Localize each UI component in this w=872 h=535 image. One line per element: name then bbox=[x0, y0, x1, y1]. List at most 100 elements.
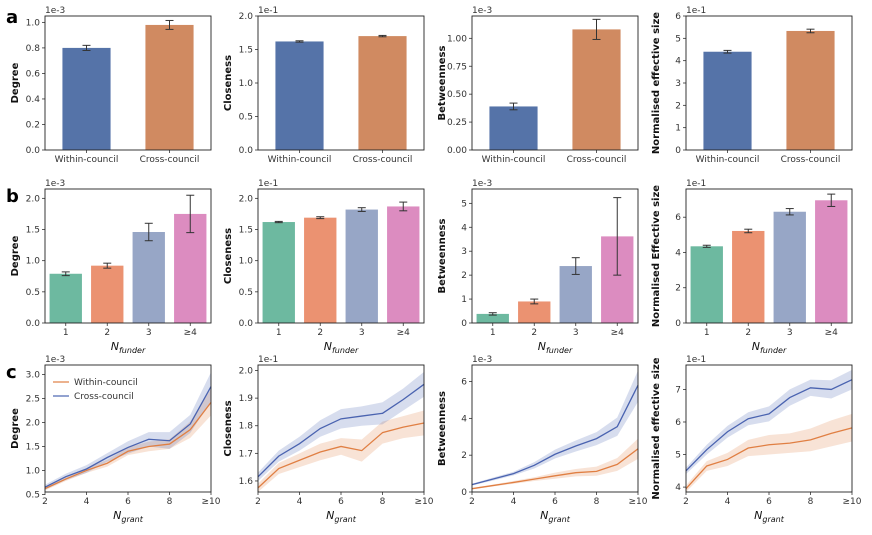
y-tick-label: 4 bbox=[675, 57, 681, 67]
x-tick-label: 3 bbox=[359, 328, 365, 338]
x-tick-label: Within-council bbox=[696, 155, 760, 165]
series-line bbox=[257, 383, 425, 478]
y-tick-label: 0.4 bbox=[26, 95, 41, 105]
bar bbox=[690, 246, 723, 323]
confidence-band bbox=[472, 370, 638, 486]
x-tick-label: Cross-council bbox=[781, 155, 841, 165]
x-tick-label: 2 bbox=[683, 497, 689, 507]
x-tick-label: ≥10 bbox=[629, 497, 648, 507]
x-tick-label: 1 bbox=[704, 328, 710, 338]
bar bbox=[262, 222, 295, 323]
x-tick-label: 2 bbox=[531, 328, 537, 338]
axis-scale-label: 1e-3 bbox=[472, 179, 492, 189]
x-axis-label-subscript: grant bbox=[548, 515, 570, 524]
bar bbox=[304, 217, 337, 323]
plot-frame bbox=[257, 15, 425, 151]
y-tick-label: 0.2 bbox=[26, 120, 40, 130]
x-axis-label-subscript: grant bbox=[334, 515, 356, 524]
y-tick-label: 3 bbox=[461, 247, 467, 257]
bar bbox=[91, 265, 124, 323]
y-tick-label: 1.00 bbox=[447, 34, 467, 44]
series-line bbox=[685, 379, 853, 472]
y-tick-label: 1.5 bbox=[239, 46, 253, 56]
series-line bbox=[685, 427, 853, 490]
y-tick-label: 1 bbox=[675, 124, 681, 134]
bar bbox=[732, 230, 765, 323]
plot-frame bbox=[257, 364, 425, 493]
x-axis-label: Ngrant bbox=[326, 509, 357, 524]
y-tick-label: 6 bbox=[461, 378, 467, 388]
x-tick-label: 2 bbox=[255, 497, 261, 507]
bar bbox=[145, 24, 194, 150]
x-tick-label: 8 bbox=[594, 497, 600, 507]
x-tick-label: 4 bbox=[84, 497, 90, 507]
x-axis-label-subscript: funder bbox=[119, 346, 146, 355]
y-axis-label: Degree bbox=[10, 408, 21, 449]
y-tick-label: 0.0 bbox=[239, 146, 254, 156]
y-axis-label: Closeness bbox=[223, 55, 234, 111]
y-axis-label: Betweenness bbox=[437, 46, 448, 121]
series-line bbox=[44, 386, 212, 488]
y-tick-label: 6 bbox=[675, 418, 681, 428]
y-tick-label: 0 bbox=[675, 146, 681, 156]
x-tick-label: ≥10 bbox=[415, 497, 434, 507]
y-tick-label: 4 bbox=[675, 483, 681, 493]
plot-frame bbox=[44, 364, 212, 493]
y-tick-label: 2 bbox=[461, 271, 467, 281]
y-tick-label: 4 bbox=[461, 223, 467, 233]
x-axis-label-subscript: funder bbox=[760, 346, 787, 355]
legend-label: Cross-council bbox=[74, 392, 134, 402]
bar bbox=[387, 206, 420, 323]
y-tick-label: 1.0 bbox=[239, 79, 254, 89]
x-tick-label: 1 bbox=[490, 328, 496, 338]
confidence-band bbox=[686, 413, 852, 492]
x-axis-label-main: N bbox=[754, 509, 762, 522]
axis-scale-label: 1e-1 bbox=[686, 355, 706, 365]
x-axis-label-subscript: grant bbox=[121, 515, 143, 524]
y-axis-label: Normalised effective size bbox=[651, 12, 662, 154]
y-tick-label: 1.7 bbox=[239, 449, 253, 459]
y-tick-label: 4 bbox=[675, 248, 681, 258]
x-tick-label: Cross-council bbox=[140, 155, 200, 165]
x-tick-label: 8 bbox=[808, 497, 814, 507]
axis-scale-label: 1e-1 bbox=[258, 6, 278, 16]
axis-scale-label: 1e-1 bbox=[686, 6, 706, 16]
x-tick-label: 2 bbox=[745, 328, 751, 338]
y-tick-label: 2.0 bbox=[26, 419, 41, 429]
x-tick-label: 3 bbox=[146, 328, 152, 338]
x-axis-label-main: N bbox=[538, 340, 546, 353]
x-axis-label-main: N bbox=[324, 340, 332, 353]
y-tick-label: 1.8 bbox=[239, 422, 254, 432]
x-axis-label: Ngrant bbox=[540, 509, 571, 524]
y-tick-label: 5 bbox=[675, 34, 681, 44]
plot-frame bbox=[685, 15, 853, 151]
x-axis-label-subscript: grant bbox=[762, 515, 784, 524]
x-tick-label: 8 bbox=[380, 497, 386, 507]
y-tick-label: 1.5 bbox=[239, 226, 253, 236]
y-tick-label: 0.00 bbox=[447, 146, 467, 156]
chart-b1: 0.0 0.5 1.0 1.5 2.0 1e-3 Degree 1 2 3 ≥4 Nfunder bbox=[10, 179, 212, 355]
x-tick-label: ≥4 bbox=[611, 328, 625, 338]
x-tick-label: 2 bbox=[317, 328, 323, 338]
x-tick-label: Within-council bbox=[482, 155, 546, 165]
chart-c2: 1.6 1.7 1.8 1.9 2.0 1e-1 Closeness 2 4 6 8 ≥10 Ngran… bbox=[223, 355, 434, 524]
axis-scale-label: 1e-3 bbox=[472, 355, 492, 365]
y-tick-label: 0.5 bbox=[26, 490, 40, 500]
bar bbox=[773, 211, 806, 323]
y-tick-label: 2.0 bbox=[239, 194, 254, 204]
x-axis-label-main: N bbox=[752, 340, 760, 353]
plot-frame bbox=[44, 188, 212, 324]
y-tick-label: 0 bbox=[461, 488, 467, 498]
x-axis-label-main: N bbox=[326, 509, 334, 522]
axis-scale-label: 1e-3 bbox=[472, 6, 492, 16]
series-line bbox=[471, 448, 639, 490]
y-tick-label: 1.0 bbox=[239, 257, 254, 267]
y-tick-label: 0 bbox=[461, 319, 467, 329]
y-tick-label: 0.5 bbox=[239, 288, 253, 298]
axis-scale-label: 1e-1 bbox=[258, 355, 278, 365]
plot-frame bbox=[471, 188, 639, 324]
y-tick-label: 5 bbox=[675, 451, 681, 461]
y-tick-label: 2 bbox=[461, 451, 467, 461]
